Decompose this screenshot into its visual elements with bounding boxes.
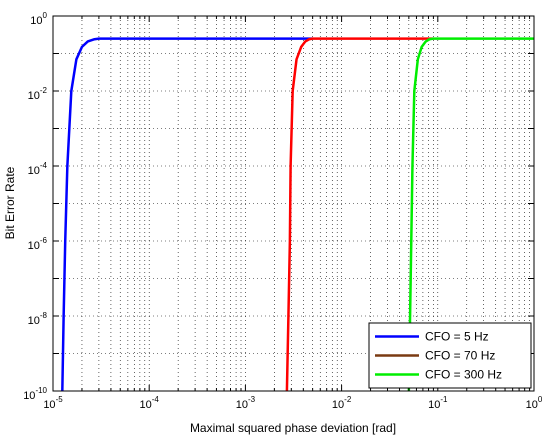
y-tick-label: 100	[30, 11, 47, 27]
x-tick-labels: 10-5 10-4 10-3 10-2 10-1 100	[43, 395, 543, 411]
y-tick-label: 10-2	[28, 86, 48, 102]
x-tick-label: 10-4	[140, 395, 160, 411]
legend-label: CFO = 70 Hz	[425, 349, 495, 363]
x-tick-label: 10-3	[236, 395, 256, 411]
y-tick-label: 10-4	[28, 161, 48, 177]
y-axis-label: Bit Error Rate	[3, 166, 17, 239]
legend: CFO = 5 Hz CFO = 70 Hz CFO = 300 Hz	[368, 322, 532, 389]
x-tick-label: 10-5	[43, 395, 63, 411]
series-line	[285, 37, 434, 392]
series-line	[407, 37, 534, 392]
series-lines	[61, 37, 534, 392]
y-tick-labels: 10-10 10-8 10-6 10-4 10-2 100	[23, 11, 47, 402]
x-tick-label: 10-1	[428, 395, 448, 411]
y-tick-label: 10-10	[23, 386, 47, 402]
legend-label: CFO = 300 Hz	[425, 368, 502, 382]
x-axis-label: Maximal squared phase deviation [rad]	[190, 421, 396, 435]
y-tick-label: 10-8	[28, 311, 48, 327]
legend-label: CFO = 5 Hz	[425, 330, 489, 344]
y-tick-label: 10-6	[28, 236, 48, 252]
x-tick-label: 100	[526, 395, 543, 411]
x-tick-label: 10-2	[332, 395, 352, 411]
series-line	[61, 37, 313, 392]
